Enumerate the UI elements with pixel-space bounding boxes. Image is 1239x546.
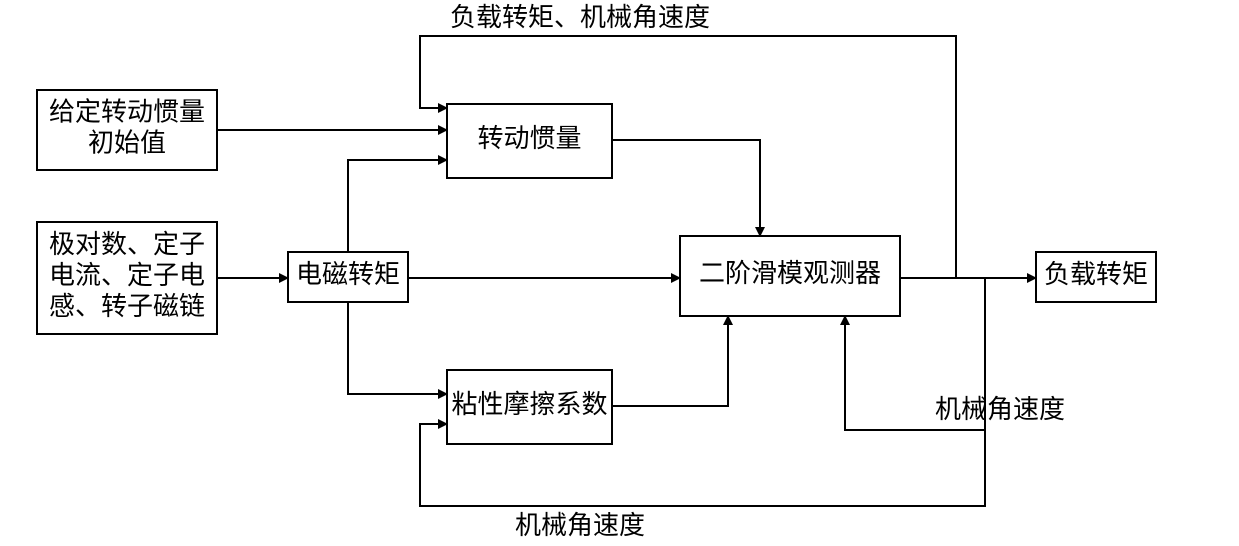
edge-label-e_bot_fb: 机械角速度 bbox=[515, 511, 645, 540]
edge-e_n3_n4 bbox=[348, 160, 447, 252]
node-n5: 粘性摩擦系数 bbox=[447, 370, 612, 444]
node-label-n3-l0: 电磁转矩 bbox=[296, 260, 400, 289]
edge-label-e_speed_in: 机械角速度 bbox=[935, 395, 1065, 424]
nodes-layer: 给定转动惯量初始值极对数、定子电流、定子电感、转子磁链 电磁转矩 转动惯量粘性摩擦系… bbox=[37, 90, 1156, 444]
node-label-n4-l0: 转动惯量 bbox=[477, 124, 581, 153]
node-label-n6-l0: 二阶滑模观测器 bbox=[699, 259, 881, 288]
edge-e_n3_n5 bbox=[348, 302, 447, 394]
node-n4: 转动惯量 bbox=[447, 104, 612, 178]
edge-label-e_top_fb: 负载转矩、机械角速度 bbox=[450, 3, 710, 32]
node-n3: 电磁转矩 bbox=[288, 252, 408, 302]
node-n1: 给定转动惯量初始值 bbox=[37, 90, 217, 170]
edge-e_n4_n6 bbox=[612, 140, 760, 236]
node-label-n5-l0: 粘性摩擦系数 bbox=[451, 390, 607, 419]
flowchart-canvas: 负载转矩、机械角速度机械角速度机械角速度给定转动惯量初始值极对数、定子电流、定子… bbox=[0, 0, 1239, 546]
node-n7: 负载转矩 bbox=[1036, 252, 1156, 302]
node-label-n7-l0: 负载转矩 bbox=[1044, 260, 1148, 289]
node-n6: 二阶滑模观测器 bbox=[680, 236, 900, 316]
node-label-n2-l2: 感、转子磁链 bbox=[49, 292, 205, 321]
node-label-n1-l0: 给定转动惯量 bbox=[49, 97, 205, 126]
node-label-n2-l1: 电流、定子电 bbox=[49, 261, 205, 290]
node-n2: 极对数、定子电流、定子电感、转子磁链 bbox=[37, 222, 217, 334]
node-label-n1-l1: 初始值 bbox=[88, 129, 166, 158]
node-label-n2-l0: 极对数、定子 bbox=[49, 230, 205, 259]
edge-e_n5_n6 bbox=[612, 316, 728, 406]
